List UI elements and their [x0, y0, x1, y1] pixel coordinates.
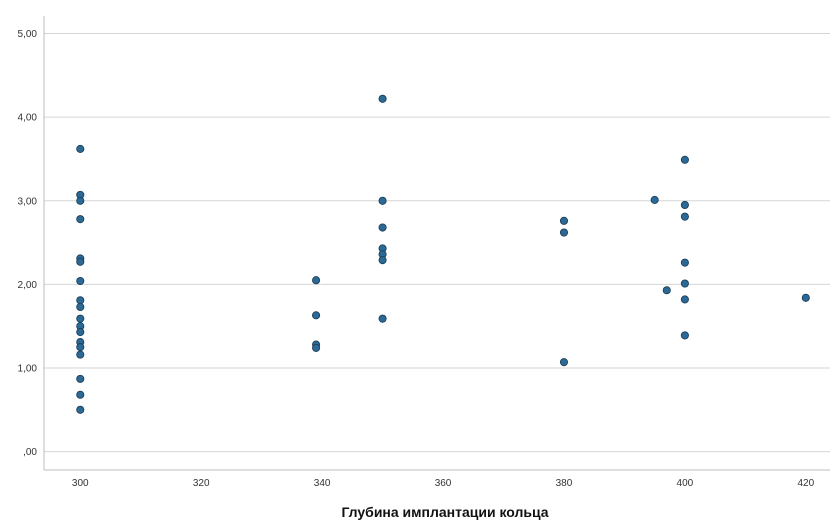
x-axis-title: Глубина имплантации кольца	[341, 504, 548, 520]
scatter-point	[680, 331, 689, 340]
y-tick-label: 2,00	[18, 280, 38, 291]
gridlines	[44, 33, 830, 453]
scatter-point	[76, 302, 85, 312]
scatter-point	[76, 276, 85, 286]
scatter-point	[312, 311, 321, 320]
y-tick-label: 3,00	[18, 196, 38, 207]
y-tick-label: 5,00	[18, 29, 38, 40]
axes	[43, 16, 830, 471]
scatter-point	[76, 296, 85, 305]
scatter-point	[312, 276, 321, 285]
scatter-point	[378, 196, 387, 205]
x-tick-labels: 300 320 340 360 380 400 420	[72, 478, 815, 489]
scatter-point	[680, 212, 689, 221]
y-tick-label: ,00	[23, 447, 37, 458]
x-tick-label: 400	[677, 478, 694, 489]
scatter-point	[801, 293, 810, 302]
scatter-point	[76, 314, 85, 323]
scatter-point	[76, 196, 85, 205]
scatter-point	[76, 350, 85, 359]
scatter-point	[378, 223, 387, 232]
scatter-point	[76, 343, 85, 352]
x-tick-label: 320	[193, 478, 210, 489]
scatter-point	[76, 374, 85, 383]
scatter-point	[76, 405, 85, 414]
scatter-point	[312, 343, 321, 352]
scatter-point	[662, 286, 671, 295]
x-tick-label: 360	[435, 478, 452, 489]
x-tick-label: 420	[797, 478, 814, 489]
scatter-point	[650, 195, 659, 204]
scatter-point	[680, 295, 689, 304]
scatter-point	[680, 258, 689, 267]
x-tick-label: 380	[556, 478, 573, 489]
scatter-point	[680, 279, 689, 288]
scatter-point	[559, 358, 569, 367]
scatter-point	[378, 256, 387, 265]
scatter-point	[76, 390, 85, 399]
y-tick-labels: ,00 1,00 2,00 3,00 4,00 5,00	[18, 29, 38, 458]
scatter-point	[76, 215, 85, 224]
scatter-point	[76, 327, 85, 337]
data-points	[76, 94, 810, 414]
scatter-point	[559, 216, 569, 225]
scatter-point	[76, 257, 85, 266]
scatter-point	[378, 314, 387, 323]
x-tick-label: 300	[72, 478, 89, 489]
y-tick-label: 1,00	[18, 363, 38, 374]
y-tick-label: 4,00	[18, 113, 38, 124]
scatter-point	[680, 200, 689, 210]
scatter-point	[559, 228, 569, 237]
scatter-point	[76, 144, 85, 153]
x-tick-label: 340	[314, 478, 331, 489]
scatter-point	[680, 155, 689, 164]
scatter-point	[378, 94, 387, 103]
